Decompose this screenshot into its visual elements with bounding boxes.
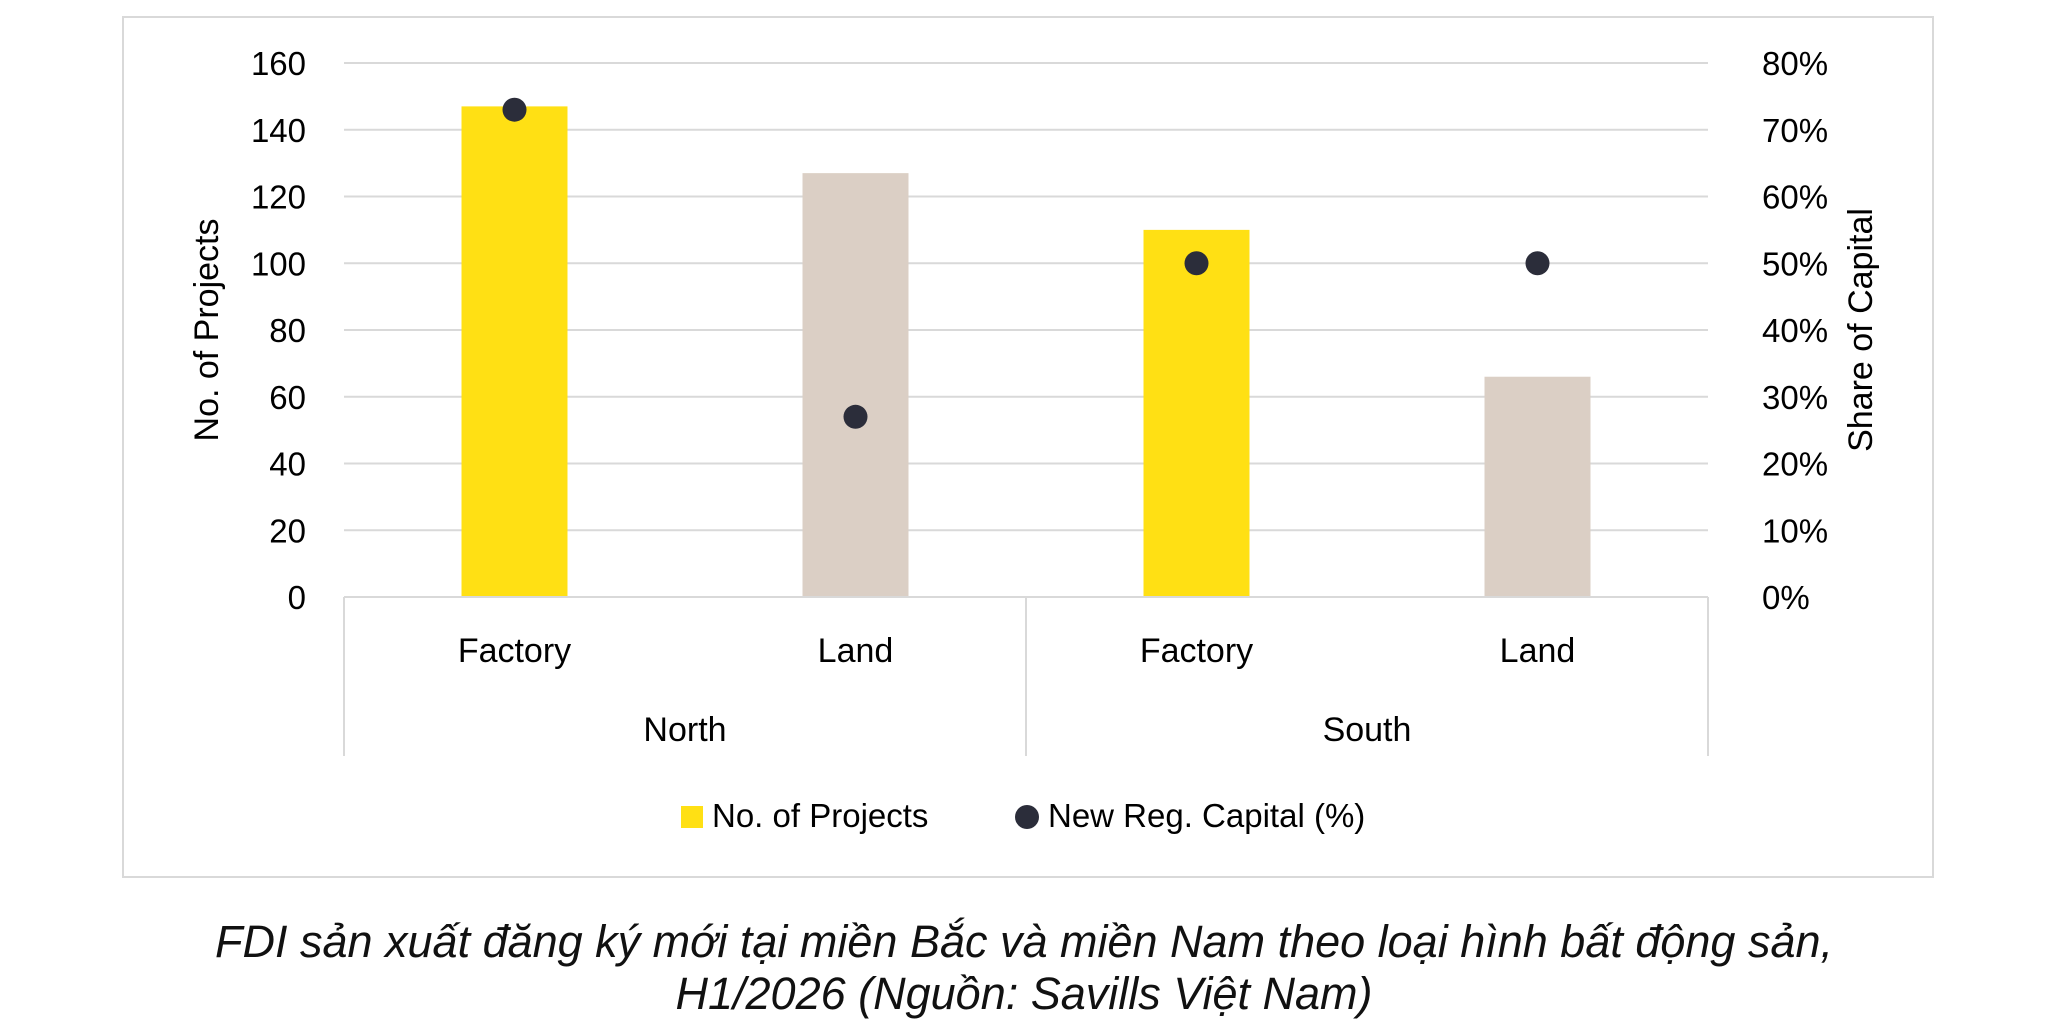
x-tick-label: Factory: [458, 632, 571, 670]
y-axis-title: No. of Projects: [188, 219, 226, 442]
x-tick-label: Factory: [1140, 632, 1253, 670]
caption-line-1: FDI sản xuất đăng ký mới tại miền Bắc và…: [214, 916, 1834, 967]
y-tick-label: 120: [251, 179, 306, 216]
legend-marker-capital: [1015, 805, 1039, 829]
y2-tick-label: 20%: [1762, 446, 1828, 483]
capital-marker: [1184, 251, 1209, 276]
y2-tick-label: 10%: [1762, 512, 1828, 549]
capital-marker: [502, 97, 527, 122]
y2-tick-label: 70%: [1762, 112, 1828, 149]
y2-tick-label: 60%: [1762, 179, 1828, 216]
x-group-label: South: [1323, 711, 1412, 749]
chart-frame: [122, 16, 1934, 878]
y-tick-label: 20: [269, 512, 306, 549]
y-tick-label: 80: [269, 312, 306, 349]
legend-label-projects: No. of Projects: [712, 797, 928, 834]
y2-axis-title: Share of Capital: [1842, 208, 1880, 452]
legend-swatch-projects: [681, 806, 703, 828]
capital-marker: [843, 404, 868, 429]
capital-marker: [1525, 251, 1550, 276]
y-tick-label: 0: [288, 579, 306, 616]
y-tick-label: 100: [251, 245, 306, 282]
x-group-label: North: [643, 711, 726, 749]
bar: [1484, 376, 1591, 597]
y-tick-label: 40: [269, 446, 306, 483]
y2-tick-label: 40%: [1762, 312, 1828, 349]
x-tick-label: Land: [818, 632, 894, 670]
y-tick-label: 160: [251, 45, 306, 82]
bar: [1143, 229, 1250, 597]
y-tick-label: 60: [269, 379, 306, 416]
y2-tick-label: 50%: [1762, 245, 1828, 282]
bar: [461, 106, 568, 597]
y2-tick-label: 30%: [1762, 379, 1828, 416]
y2-tick-label: 80%: [1762, 45, 1828, 82]
y-tick-label: 140: [251, 112, 306, 149]
x-tick-label: Land: [1500, 632, 1576, 670]
caption-line-2: H1/2026 (Nguồn: Savills Việt Nam): [675, 968, 1373, 1019]
legend-label-capital: New Reg. Capital (%): [1048, 797, 1365, 834]
y2-tick-label: 0%: [1762, 579, 1810, 616]
bar: [802, 173, 909, 597]
